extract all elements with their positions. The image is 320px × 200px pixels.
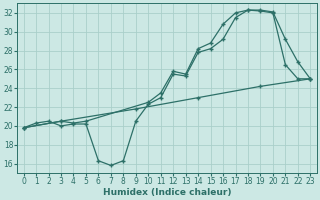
- X-axis label: Humidex (Indice chaleur): Humidex (Indice chaleur): [103, 188, 231, 197]
